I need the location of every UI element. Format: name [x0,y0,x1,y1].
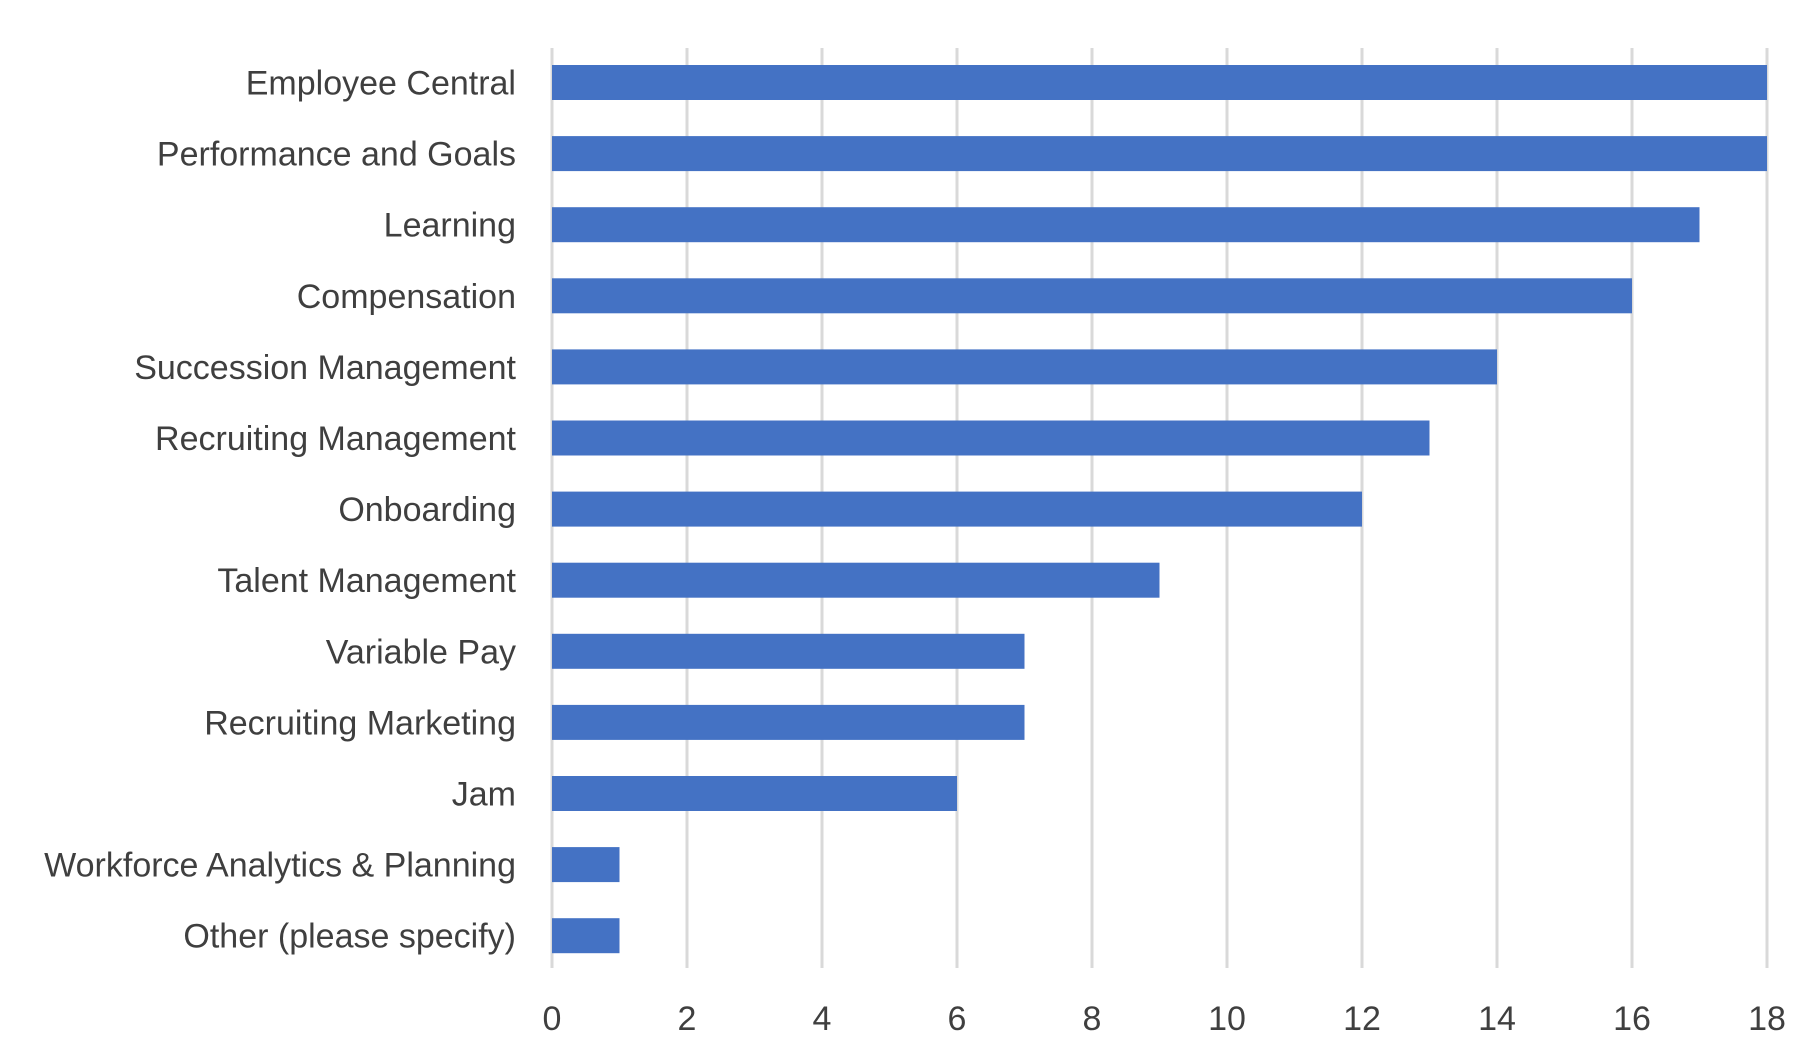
bars [552,65,1767,954]
x-tick-label: 6 [948,1000,967,1038]
bar-onboarding [552,491,1362,527]
category-labels: Employee Central Performance and Goals Lea… [44,65,516,956]
category-label: Workforce Analytics & Planning [44,847,516,885]
bar-variable-pay [552,633,1025,669]
category-label: Recruiting Marketing [204,704,516,742]
x-tick-label: 4 [813,1000,832,1038]
x-tick-label: 14 [1478,1000,1516,1038]
category-label: Onboarding [338,491,516,529]
bar-learning [552,207,1700,243]
category-label: Variable Pay [326,633,516,671]
bar-employee-central [552,65,1767,100]
category-label: Compensation [297,278,516,316]
x-tick-label: 8 [1083,1000,1102,1038]
x-axis-tick-labels: 0 2 4 6 8 10 12 14 16 18 [543,1000,1786,1038]
x-tick-label: 18 [1748,1000,1786,1038]
category-label: Employee Central [246,65,516,103]
x-tick-label: 2 [678,1000,697,1038]
bar-recruiting-marketing [552,704,1025,740]
bar-recruiting-management [552,420,1430,456]
bar-performance-and-goals [552,136,1767,172]
x-tick-label: 10 [1208,1000,1246,1038]
category-label: Performance and Goals [157,136,516,174]
bar-other-please-specify [552,918,620,954]
x-tick-label: 12 [1343,1000,1381,1038]
category-label: Talent Management [217,562,516,600]
category-label: Recruiting Management [155,420,517,458]
bar-compensation [552,278,1632,314]
bar-talent-management [552,562,1160,598]
category-label: Succession Management [134,349,516,387]
bar-workforce-analytics-planning [552,847,620,883]
x-tick-label: 16 [1613,1000,1651,1038]
x-tick-label: 0 [543,1000,562,1038]
category-label: Learning [384,207,516,245]
category-label: Jam [452,776,516,814]
bar-succession-management [552,349,1497,385]
bar-jam [552,776,957,811]
category-label: Other (please specify) [183,918,516,956]
